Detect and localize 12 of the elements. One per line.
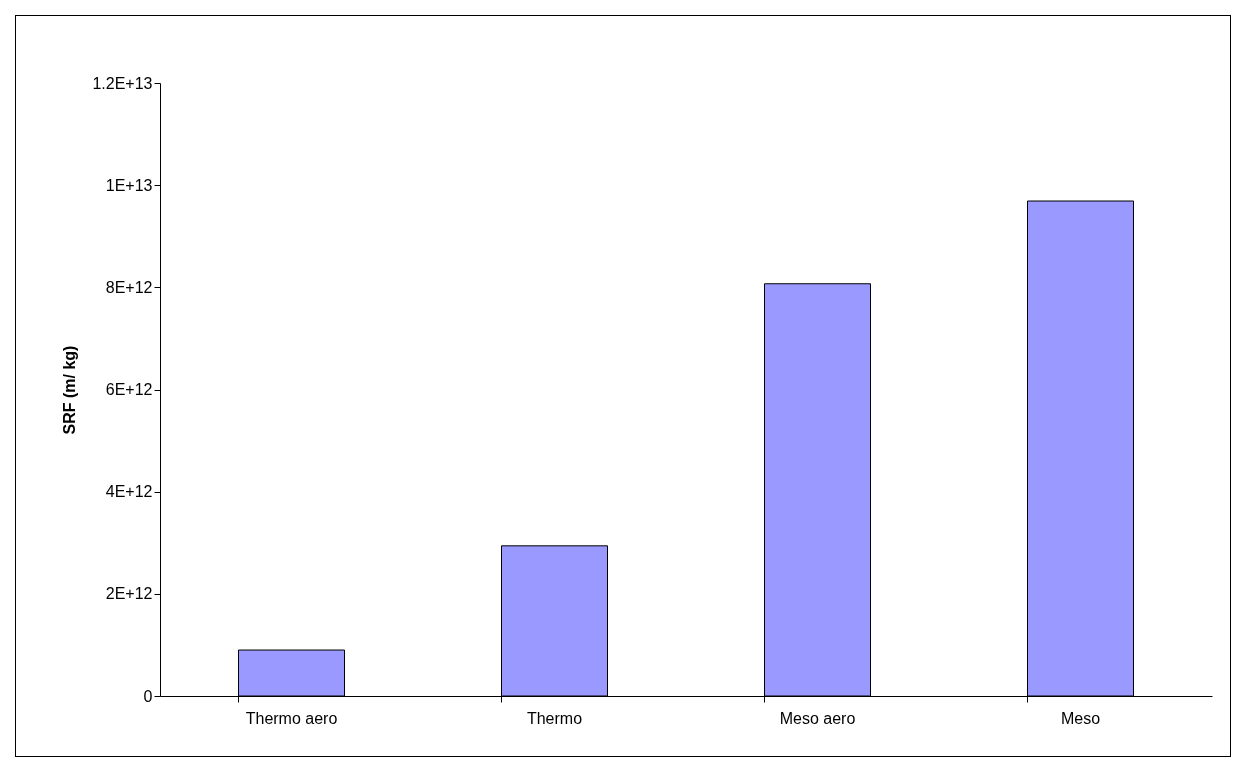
y-tick-label: 6E+12 [105, 381, 153, 398]
x-tick-label: Meso aero [779, 709, 856, 727]
y-tick-label: 1.2E+13 [92, 74, 153, 92]
y-tick-label: 0 [143, 687, 153, 705]
y-tick-label: 2E+12 [105, 585, 153, 603]
y-tick-label: 4E+12 [105, 483, 153, 501]
x-tick-label: Thermo aero [245, 709, 338, 727]
y-tick-label: 8E+12 [105, 278, 153, 296]
x-tick-label: Thermo [526, 709, 583, 727]
y-axis-title: SRF (m/ kg) [61, 345, 79, 435]
y-tick-label: 1E+13 [105, 176, 153, 194]
x-tick-label: Meso [1060, 709, 1101, 727]
